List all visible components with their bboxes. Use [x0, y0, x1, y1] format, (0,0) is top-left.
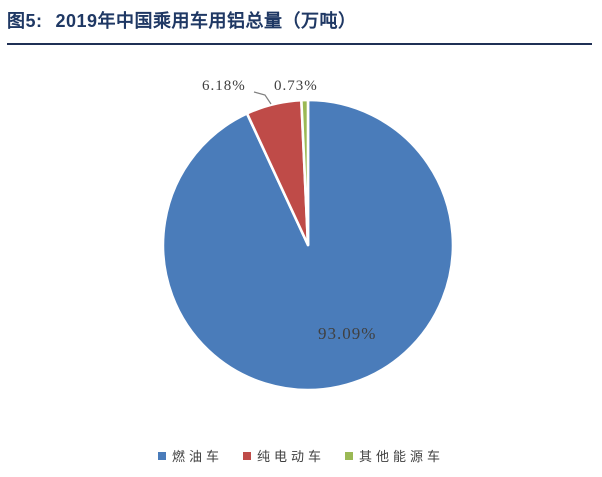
figure-number: 图5: — [7, 11, 43, 31]
legend-swatch-other-icon — [345, 451, 353, 460]
legend-item-fuel-vehicle: 燃油车 — [157, 446, 223, 465]
data-label-fuel-vehicle: 93.09% — [318, 324, 377, 343]
legend-item-other-energy: 其他能源车 — [345, 446, 444, 465]
chart-legend: 燃油车 纯电动车 其他能源车 — [0, 446, 602, 465]
data-label-pure-electric: 6.18% — [202, 78, 246, 94]
data-label-other-energy: 0.73% — [274, 78, 318, 94]
figure-title: 2019年中国乘用车用铝总量（万吨） — [55, 11, 357, 31]
legend-item-pure-electric: 纯电动车 — [242, 446, 325, 465]
title-underline — [7, 43, 592, 45]
legend-label-other: 其他能源车 — [359, 449, 445, 464]
legend-swatch-fuel-icon — [157, 451, 166, 460]
legend-label-fuel: 燃油车 — [171, 449, 223, 464]
figure-header: 图5: 2019年中国乘用车用铝总量（万吨） — [7, 7, 357, 33]
legend-label-electric: 纯电动车 — [256, 449, 325, 464]
pie-slice-2 — [300, 98, 310, 247]
legend-swatch-electric-icon — [242, 451, 251, 460]
